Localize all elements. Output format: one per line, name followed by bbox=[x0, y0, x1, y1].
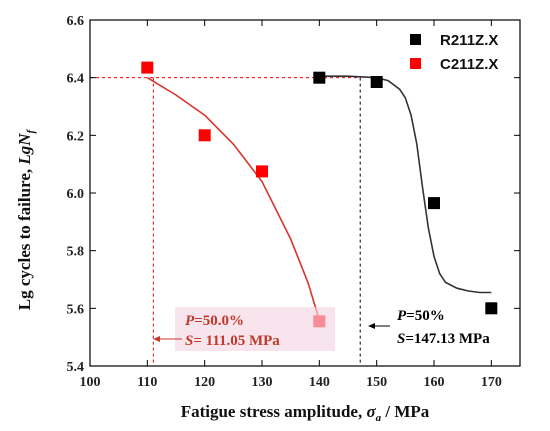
data-point-r211z-x-1 bbox=[370, 76, 383, 88]
legend-marker-c211 bbox=[410, 58, 421, 69]
y-tick-label: 6.2 bbox=[67, 129, 85, 144]
y-tick-label: 5.4 bbox=[67, 360, 85, 375]
annotation-c211-bg bbox=[175, 307, 335, 351]
fit-curve-c211z-x bbox=[146, 77, 321, 321]
x-tick-label: 100 bbox=[80, 375, 101, 390]
legend-label-r211: R211Z.X bbox=[440, 32, 498, 49]
x-tick-label: 120 bbox=[194, 375, 215, 390]
annotation-c211: P=50.0% S= 111.05 MPa bbox=[153, 307, 335, 351]
y-axis-label: Lg cycles to failure, LgNf bbox=[15, 128, 37, 310]
legend-label-c211: C211Z.X bbox=[440, 56, 498, 73]
annotation-c211-arrowhead bbox=[153, 336, 160, 342]
y-tick-label: 6.4 bbox=[67, 72, 85, 87]
annotation-r211-arrowhead bbox=[368, 323, 375, 329]
data-point-r211z-x-2 bbox=[428, 197, 440, 210]
x-axis-label: Fatigue stress amplitude, σa / MPa bbox=[181, 402, 430, 424]
annotation-r211: P=50% S=147.13 MPa bbox=[368, 308, 490, 347]
x-tick-label: 140 bbox=[309, 375, 330, 390]
reference-lines bbox=[90, 77, 361, 366]
data-point-c211z-x-1 bbox=[198, 129, 211, 142]
y-tick-label: 5.8 bbox=[67, 245, 85, 260]
y-tick-label: 6.6 bbox=[67, 14, 85, 29]
x-tick-label: 130 bbox=[252, 375, 273, 390]
axes: 100 110 120 130 140 150 160 170 5.4 5.6 5.8 6.0 6.2 6… bbox=[67, 14, 521, 390]
data-point-c211z-x-0 bbox=[141, 61, 154, 74]
legend: R211Z.X C211Z.X bbox=[410, 32, 498, 73]
x-tick-label: 110 bbox=[137, 375, 157, 390]
data-point-r211z-x-0 bbox=[313, 71, 326, 84]
annotation-c211-p: P=50.0% bbox=[185, 313, 244, 329]
y-tick-label: 6.0 bbox=[67, 187, 85, 202]
data-points bbox=[141, 61, 498, 328]
data-point-r211z-x-3 bbox=[485, 302, 498, 315]
y-tick-label: 5.6 bbox=[67, 302, 85, 317]
legend-marker-r211 bbox=[410, 34, 421, 45]
annotation-r211-s: S=147.13 MPa bbox=[397, 331, 490, 347]
x-tick-label: 170 bbox=[481, 375, 502, 390]
x-tick-label: 160 bbox=[424, 375, 445, 390]
fit-curves bbox=[146, 75, 492, 321]
annotation-r211-p: P=50% bbox=[397, 308, 445, 324]
data-point-c211z-x-2 bbox=[256, 165, 268, 178]
x-tick-label: 150 bbox=[366, 375, 387, 390]
annotation-c211-s: S= 111.05 MPa bbox=[185, 333, 280, 349]
fit-curve-r211z-x bbox=[319, 75, 492, 294]
